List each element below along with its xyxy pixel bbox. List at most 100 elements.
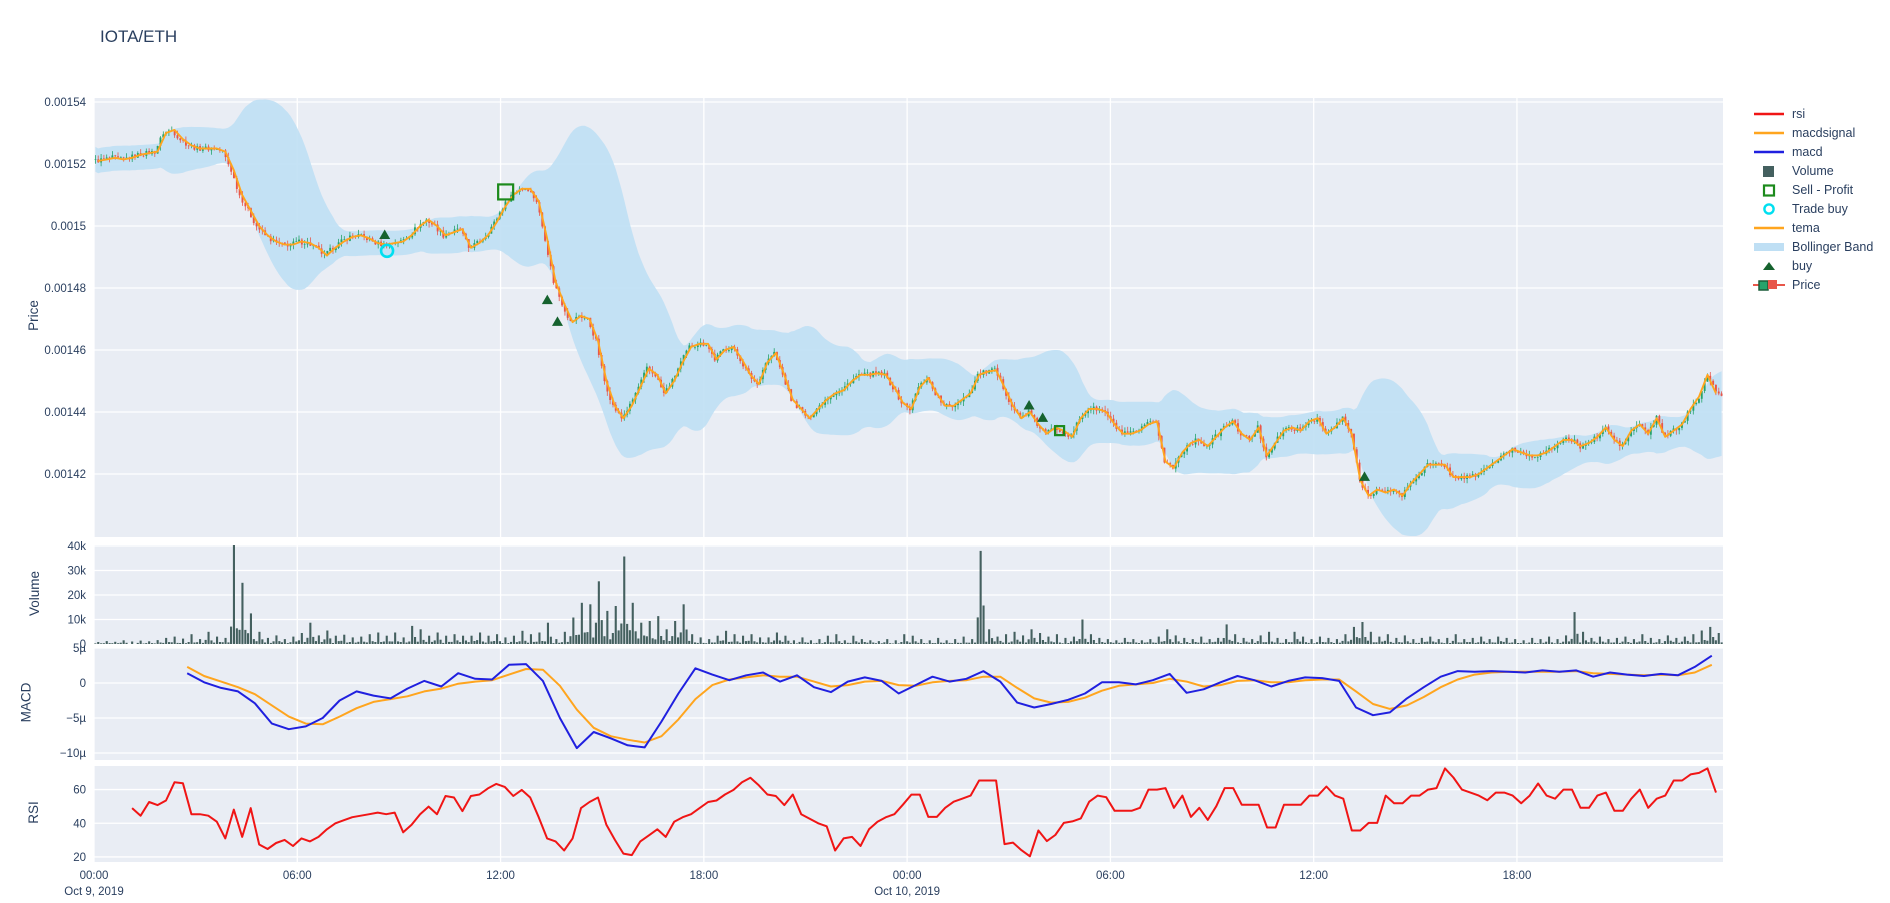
- volume-bar[interactable]: [744, 641, 747, 644]
- volume-bar[interactable]: [838, 641, 841, 644]
- volume-bar[interactable]: [1621, 641, 1624, 644]
- volume-bar[interactable]: [857, 642, 860, 644]
- candle-body[interactable]: [1556, 443, 1559, 449]
- volume-bar[interactable]: [648, 621, 651, 644]
- volume-bar[interactable]: [1341, 640, 1344, 644]
- volume-bar[interactable]: [343, 634, 346, 644]
- volume-bar[interactable]: [1361, 622, 1364, 644]
- candle-body[interactable]: [1627, 435, 1630, 442]
- volume-bar[interactable]: [331, 643, 334, 644]
- legend-item-macd[interactable]: macd: [1752, 142, 1873, 161]
- volume-bar[interactable]: [908, 642, 911, 644]
- volume-bar[interactable]: [459, 642, 462, 644]
- candle-body[interactable]: [1720, 393, 1723, 396]
- volume-bar[interactable]: [374, 642, 377, 644]
- volume-bar[interactable]: [991, 638, 994, 644]
- volume-bar[interactable]: [1344, 634, 1347, 644]
- candle-body[interactable]: [122, 157, 125, 158]
- volume-bar[interactable]: [142, 643, 145, 645]
- volume-bar[interactable]: [1027, 639, 1030, 644]
- volume-bar[interactable]: [170, 642, 173, 644]
- legend-item-sell-profit[interactable]: Sell - Profit: [1752, 180, 1873, 199]
- volume-bar[interactable]: [244, 629, 247, 644]
- candle-body[interactable]: [521, 189, 524, 191]
- candle-body[interactable]: [1420, 472, 1423, 476]
- volume-bar[interactable]: [572, 617, 575, 645]
- volume-bar[interactable]: [1132, 639, 1135, 644]
- volume-bar[interactable]: [399, 642, 402, 644]
- volume-bar[interactable]: [1211, 642, 1214, 644]
- volume-bar[interactable]: [1140, 640, 1143, 644]
- volume-bar[interactable]: [739, 642, 742, 644]
- volume-bar[interactable]: [1460, 642, 1463, 645]
- volume-bar[interactable]: [589, 604, 592, 644]
- volume-bar[interactable]: [849, 642, 852, 644]
- candle-body[interactable]: [925, 379, 928, 383]
- volume-bar[interactable]: [1717, 633, 1720, 644]
- volume-bar[interactable]: [840, 643, 843, 644]
- candle-body[interactable]: [476, 241, 479, 244]
- volume-bar[interactable]: [235, 628, 238, 644]
- volume-bar[interactable]: [1061, 643, 1064, 644]
- candle-body[interactable]: [1271, 448, 1273, 453]
- candle-body[interactable]: [1056, 428, 1058, 430]
- volume-bar[interactable]: [193, 642, 196, 645]
- volume-bar[interactable]: [711, 642, 714, 645]
- volume-bar[interactable]: [713, 642, 716, 645]
- volume-bar[interactable]: [1429, 636, 1432, 644]
- volume-bar[interactable]: [1372, 642, 1375, 644]
- volume-bar[interactable]: [173, 636, 176, 644]
- volume-bar[interactable]: [1680, 641, 1683, 644]
- candle-body[interactable]: [1375, 489, 1378, 495]
- volume-bar[interactable]: [1500, 641, 1503, 644]
- volume-bar[interactable]: [1318, 636, 1321, 644]
- volume-bar[interactable]: [742, 635, 745, 644]
- volume-bar[interactable]: [371, 641, 374, 644]
- volume-bar[interactable]: [1630, 642, 1633, 644]
- volume-bar[interactable]: [182, 638, 185, 644]
- candle-body[interactable]: [230, 164, 233, 172]
- candle-body[interactable]: [991, 368, 993, 370]
- volume-bar[interactable]: [1417, 642, 1420, 644]
- volume-bar[interactable]: [679, 632, 682, 644]
- volume-bar[interactable]: [97, 642, 100, 644]
- volume-bar[interactable]: [184, 643, 187, 644]
- volume-bar[interactable]: [365, 642, 368, 644]
- volume-bar[interactable]: [699, 637, 702, 644]
- volume-bar[interactable]: [1505, 637, 1508, 644]
- volume-bar[interactable]: [759, 637, 762, 644]
- volume-bar[interactable]: [148, 641, 151, 644]
- volume-bar[interactable]: [993, 641, 996, 644]
- volume-bar[interactable]: [326, 630, 329, 645]
- volume-bar[interactable]: [394, 632, 397, 645]
- volume-bar[interactable]: [363, 641, 366, 644]
- legend-item-bollinger-band[interactable]: Bollinger Band: [1752, 237, 1873, 256]
- volume-bar[interactable]: [1237, 642, 1240, 644]
- volume-bar[interactable]: [1050, 641, 1053, 645]
- candle-body[interactable]: [583, 318, 586, 319]
- candle-body[interactable]: [1457, 478, 1460, 480]
- volume-bar[interactable]: [1655, 642, 1658, 644]
- volume-bar[interactable]: [1084, 638, 1087, 644]
- volume-bar[interactable]: [982, 605, 985, 645]
- volume-bar[interactable]: [1434, 642, 1437, 644]
- volume-bar[interactable]: [662, 640, 665, 644]
- volume-bar[interactable]: [1692, 634, 1695, 644]
- volume-bar[interactable]: [1584, 640, 1587, 644]
- candle-body[interactable]: [892, 385, 894, 390]
- volume-bar[interactable]: [201, 642, 204, 644]
- legend-item-macdsignal[interactable]: macdsignal: [1752, 123, 1873, 142]
- volume-bar[interactable]: [114, 641, 117, 644]
- candle-body[interactable]: [1412, 481, 1415, 484]
- volume-bar[interactable]: [456, 640, 459, 644]
- volume-bar[interactable]: [1296, 639, 1299, 644]
- volume-bar[interactable]: [275, 635, 278, 644]
- volume-bar[interactable]: [1129, 642, 1132, 644]
- candle-body[interactable]: [1143, 424, 1146, 427]
- volume-bar[interactable]: [450, 641, 453, 644]
- volume-bar[interactable]: [1463, 639, 1466, 644]
- volume-bar[interactable]: [1010, 641, 1013, 645]
- volume-bar[interactable]: [962, 636, 965, 644]
- volume-bar[interactable]: [1016, 639, 1019, 644]
- volume-bar[interactable]: [196, 642, 199, 644]
